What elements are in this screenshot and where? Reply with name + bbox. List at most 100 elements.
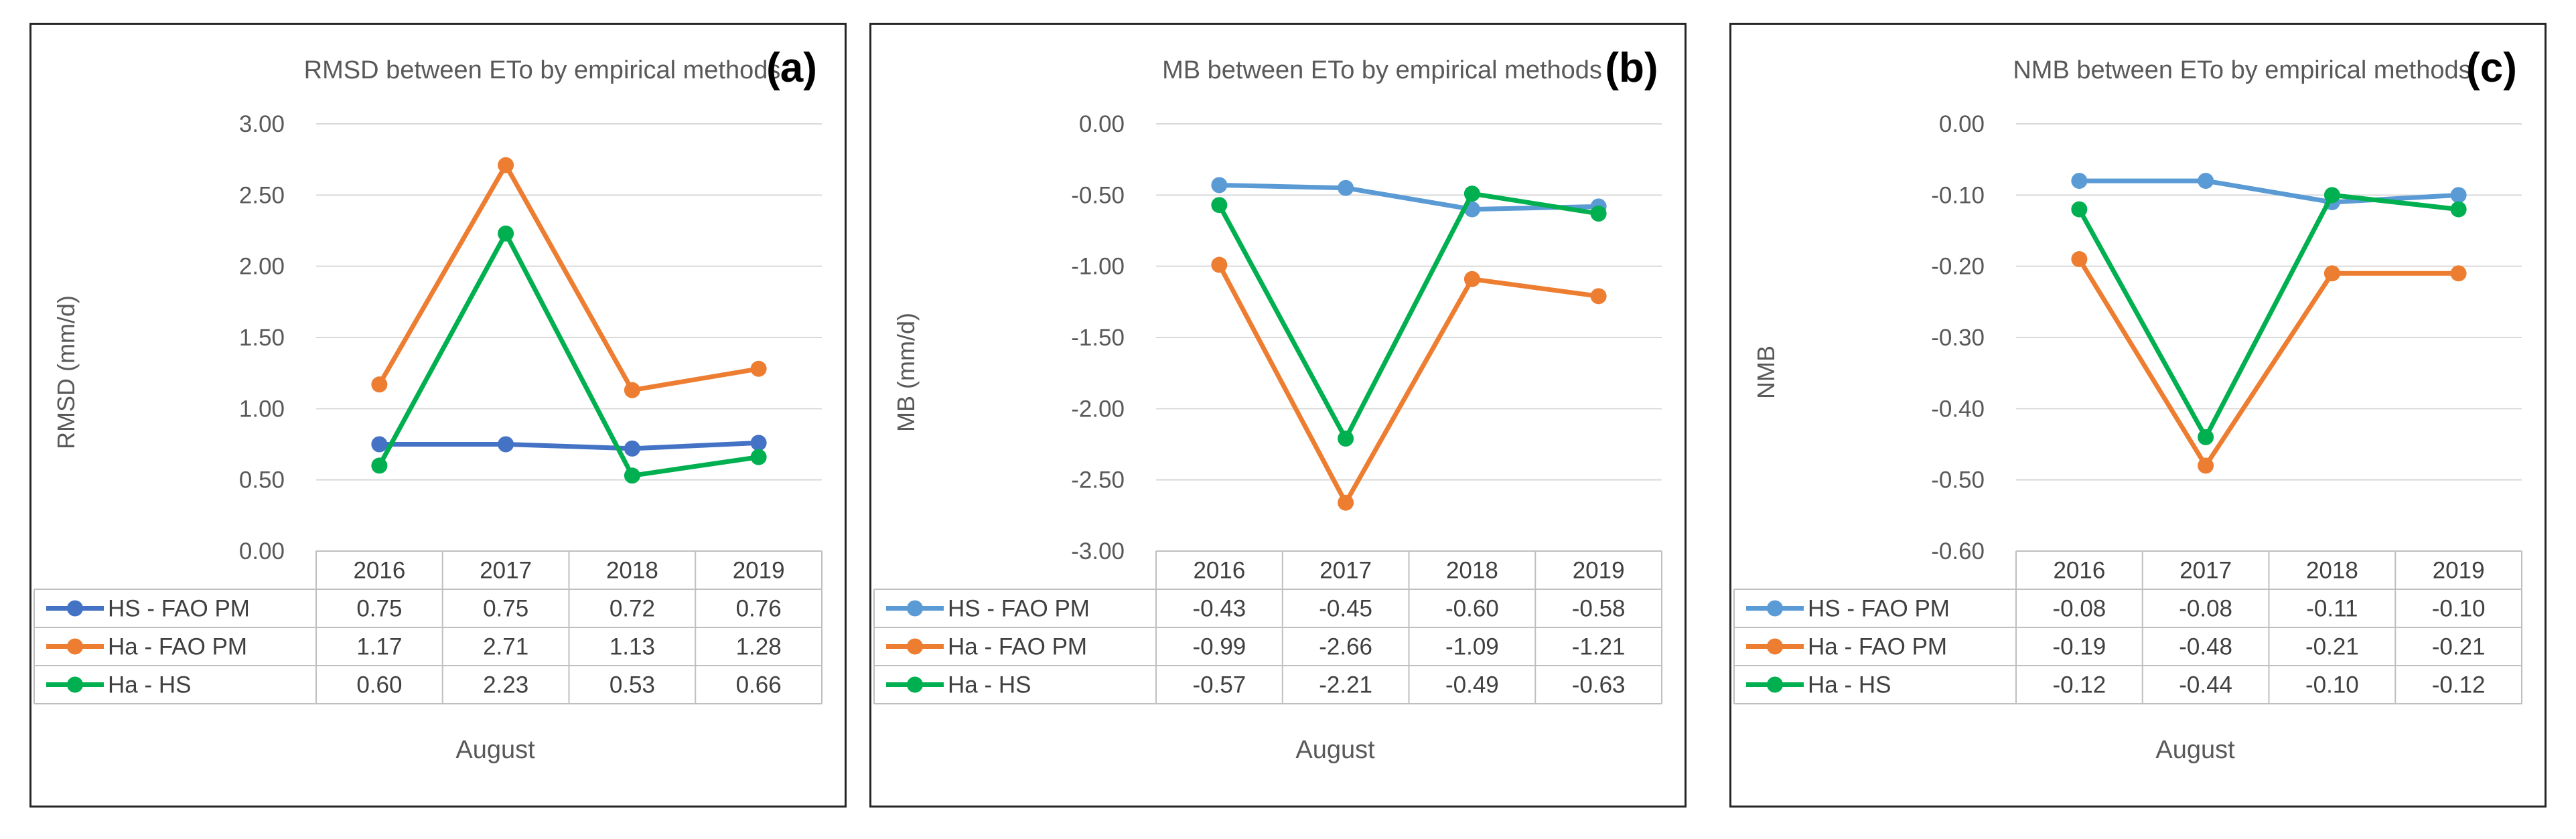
- y-tick-label: -0.30: [1931, 325, 1985, 351]
- data-point: [1338, 494, 1354, 511]
- legend-label: HS - FAO PM: [1808, 596, 1950, 622]
- x-category-label: 2016: [1193, 558, 1245, 584]
- legend-label: HS - FAO PM: [108, 596, 250, 622]
- y-tick-label: -0.60: [1931, 538, 1985, 564]
- data-point: [750, 360, 767, 377]
- data-table: 2016 2017 2018 2019 HS - FAO PM -0.43 -0.45 -0.…: [873, 550, 1662, 704]
- y-tick-label: 0.50: [239, 467, 285, 493]
- data-point: [2323, 187, 2340, 204]
- legend-marker: [907, 676, 923, 693]
- data-point: [2450, 201, 2467, 218]
- data-point: [2323, 265, 2340, 282]
- table-value: -0.63: [1572, 672, 1626, 698]
- data-point: [2198, 429, 2214, 445]
- table-value: 1.28: [736, 634, 782, 660]
- y-tick-label: 1.50: [239, 325, 285, 351]
- y-tick-label: -0.20: [1931, 254, 1985, 280]
- x-axis-label: August: [2155, 736, 2235, 764]
- x-category-label: 2019: [733, 558, 785, 584]
- data-point: [1463, 271, 1480, 287]
- chart-svg-mb: MB between ETo by empirical methods (b) 0.…: [873, 45, 1662, 764]
- table-value: 0.75: [483, 596, 528, 622]
- table-value: -0.44: [2179, 672, 2232, 698]
- x-category-label: 2016: [2053, 558, 2105, 584]
- chart-svg-rmsd: RMSD between ETo by empirical methods(a)…: [33, 45, 822, 764]
- y-tick-label: 2.00: [239, 254, 285, 280]
- x-category-label: 2017: [2179, 558, 2232, 584]
- chart-title: MB between ETo by empirical methods: [1162, 56, 1602, 84]
- y-tick-label: -2.00: [1071, 396, 1125, 422]
- data-point: [371, 376, 388, 393]
- table-value: -0.10: [2432, 596, 2486, 622]
- table-value: -2.21: [1319, 672, 1372, 698]
- table-value: 2.23: [483, 672, 528, 698]
- series-line: [377, 163, 760, 393]
- data-table: 2016 2017 2018 2019 HS - FAO PM 0.75 0.75 0.72 0…: [33, 550, 822, 704]
- table-value: -0.19: [2052, 634, 2106, 660]
- table-value: -0.08: [2052, 596, 2106, 622]
- legend-marker: [67, 638, 83, 655]
- data-point: [2450, 265, 2467, 282]
- data-point: [1338, 179, 1354, 196]
- table-value: 1.17: [356, 634, 402, 660]
- table-value: 2.71: [483, 634, 528, 660]
- x-category-label: 2018: [2306, 558, 2358, 584]
- data-point: [624, 467, 640, 484]
- table-value: 0.66: [736, 672, 782, 698]
- y-tick-label: -2.50: [1071, 467, 1125, 493]
- data-point: [1211, 177, 1228, 194]
- y-tick-label: 0.00: [1939, 111, 1985, 137]
- data-point: [624, 382, 640, 398]
- panel-letter: (a): [766, 45, 817, 91]
- chart-title: RMSD between ETo by empirical methods: [304, 56, 781, 84]
- legend-marker: [1767, 638, 1783, 655]
- table-value: -0.60: [1445, 596, 1499, 622]
- table-value: -0.57: [1192, 672, 1246, 698]
- legend-marker: [907, 638, 923, 655]
- table-value: -0.12: [2052, 672, 2106, 698]
- y-tick-label: -0.50: [1931, 467, 1985, 493]
- x-category-label: 2018: [606, 558, 658, 584]
- table-value: 0.60: [356, 672, 402, 698]
- y-tick-label: 0.00: [239, 538, 285, 564]
- table-value: -0.99: [1192, 634, 1246, 660]
- data-point: [750, 435, 767, 451]
- data-point: [1590, 205, 1607, 222]
- series-line: [1217, 263, 1599, 506]
- panel-letter: (c): [2466, 45, 2517, 91]
- data-point: [624, 440, 640, 457]
- table-value: -0.21: [2305, 634, 2359, 660]
- y-tick-label: -1.00: [1071, 254, 1125, 280]
- data-point: [2071, 201, 2088, 218]
- legend-marker: [67, 600, 83, 617]
- panel-letter: (b): [1605, 45, 1658, 91]
- table-value: -0.10: [2305, 672, 2359, 698]
- y-tick-label: -0.10: [1931, 182, 1985, 208]
- y-tick-label: -1.50: [1071, 325, 1125, 351]
- table-value: -2.66: [1319, 634, 1372, 660]
- legend-label: Ha - FAO PM: [108, 634, 247, 660]
- series-line: [377, 231, 760, 478]
- data-point: [1211, 256, 1228, 273]
- y-tick-label: -0.50: [1071, 182, 1125, 208]
- data-point: [498, 225, 514, 242]
- series-line: [379, 440, 759, 451]
- legend-marker: [1767, 600, 1783, 617]
- x-axis-label: August: [1295, 736, 1375, 764]
- legend-label: Ha - FAO PM: [948, 634, 1087, 660]
- data-point: [1590, 288, 1607, 305]
- x-category-label: 2016: [353, 558, 405, 584]
- y-tick-label: 3.00: [239, 111, 285, 137]
- data-point: [2198, 173, 2214, 189]
- x-category-label: 2019: [1573, 558, 1625, 584]
- data-point: [498, 436, 514, 453]
- data-point: [2071, 251, 2088, 268]
- y-tick-label: 1.00: [239, 396, 285, 422]
- series-line: [1217, 191, 1599, 441]
- legend-marker: [907, 600, 923, 617]
- legend-marker: [1767, 676, 1783, 693]
- table-value: 0.76: [736, 596, 782, 622]
- x-axis-label: August: [455, 736, 535, 764]
- data-point: [371, 457, 388, 474]
- table-value: -0.08: [2179, 596, 2232, 622]
